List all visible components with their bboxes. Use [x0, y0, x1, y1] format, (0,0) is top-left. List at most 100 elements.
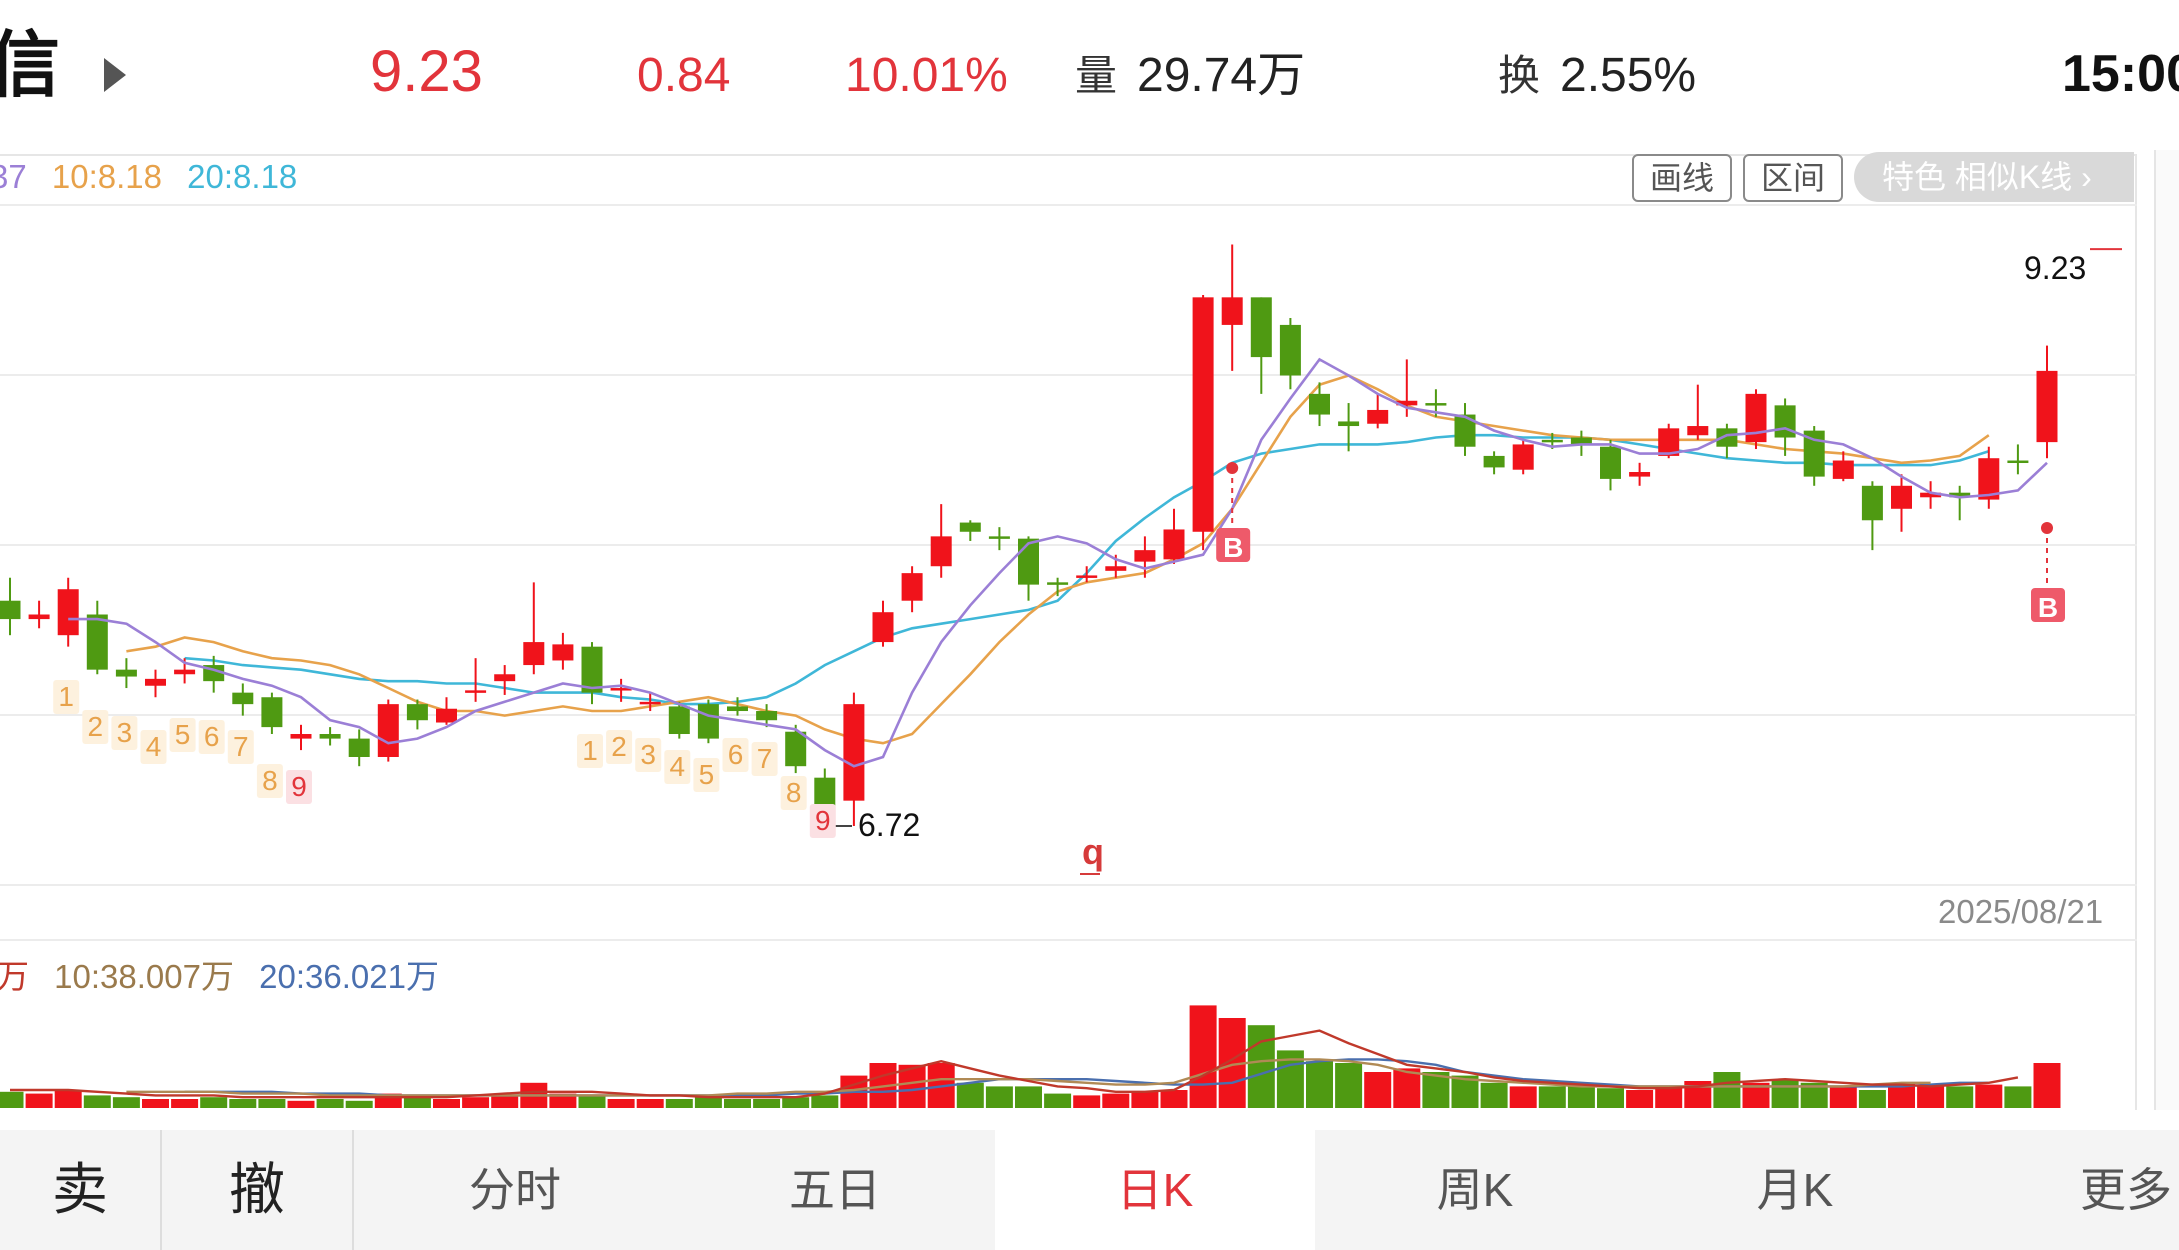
- ma10-legend: 10:8.18: [51, 158, 162, 195]
- candle-body: [1541, 439, 1563, 443]
- seq-badge: [53, 680, 80, 714]
- candle-body: [1600, 446, 1621, 479]
- volume-bar: [724, 1099, 751, 1108]
- seq-badge: [780, 776, 807, 810]
- tab-five-day[interactable]: 五日: [789, 1164, 881, 1216]
- turnover-label: 换: [1498, 52, 1541, 99]
- volume-bar: [1189, 1005, 1217, 1108]
- seq-label: 2: [611, 731, 627, 762]
- tab-weekly-k[interactable]: 周K: [1436, 1164, 1514, 1216]
- similar-kline-button[interactable]: 特色 相似K线 ›: [1854, 152, 2134, 202]
- vma5-line: [10, 1029, 2019, 1099]
- volume-bar: [1073, 1095, 1101, 1108]
- buy-marker-dot: [1226, 462, 1239, 474]
- candle-body: [988, 536, 1010, 539]
- range-button[interactable]: 区间: [1743, 154, 1843, 202]
- volume-bar: [1538, 1086, 1566, 1108]
- seq-label: 5: [175, 719, 191, 750]
- candle-body: [0, 600, 21, 620]
- volume-bar: [1480, 1082, 1508, 1108]
- seq-badge: [256, 764, 283, 798]
- volume-bar: [54, 1090, 82, 1108]
- volume-bar: [1335, 1063, 1363, 1108]
- buy-marker-latest-text: B: [2038, 592, 2058, 623]
- seq-label: 6: [728, 739, 744, 770]
- candle-body: [1629, 472, 1651, 477]
- low-price-label: 6.72: [858, 807, 921, 843]
- volume-bar: [1131, 1091, 1159, 1108]
- volume-bar: [200, 1097, 228, 1108]
- candle-body: [174, 669, 196, 675]
- volume-bar: [1247, 1025, 1275, 1108]
- volume-bar: [1306, 1061, 1333, 1108]
- candle-body: [261, 697, 283, 728]
- volume-bar: [316, 1099, 344, 1108]
- candle-body: [1658, 428, 1680, 456]
- ma-legend: 37 10:8.18 20:8.18: [0, 158, 313, 196]
- draw-line-button[interactable]: 画线: [1632, 154, 1732, 202]
- seq-label: 3: [640, 739, 656, 770]
- volume-bar: [171, 1099, 199, 1108]
- seq-label: 1: [582, 735, 598, 766]
- volume-bar: [1946, 1086, 1974, 1108]
- candle-body: [465, 690, 487, 693]
- volume-bar: [112, 1097, 140, 1108]
- candle-body: [1861, 485, 1883, 521]
- candle-body: [319, 734, 341, 739]
- tab-intraday[interactable]: 分时: [469, 1164, 561, 1216]
- latest-price-label: 9.23: [2024, 250, 2087, 286]
- candle-body: [1018, 538, 1039, 585]
- candle-body: [814, 777, 836, 813]
- seq-label: 1: [58, 681, 74, 712]
- seq-badge: [635, 738, 662, 772]
- volume-bar: [811, 1095, 839, 1108]
- buy-marker-latest-badge: [2031, 588, 2065, 622]
- volume-bar: [258, 1099, 286, 1108]
- vma10-legend: 10:38.007万: [54, 958, 234, 995]
- cancel-order-button[interactable]: 撤: [162, 1130, 354, 1250]
- seq-badge: [227, 730, 254, 764]
- sell-button[interactable]: 卖: [0, 1130, 162, 1250]
- candle-body: [1250, 297, 1272, 358]
- volume-bar: [1597, 1088, 1624, 1108]
- candle-body: [1774, 405, 1796, 438]
- tab-more[interactable]: 更多: [2080, 1164, 2172, 1216]
- seq-badge: [693, 758, 720, 792]
- candle-body: [290, 734, 312, 739]
- tab-monthly-k[interactable]: 月K: [1756, 1164, 1834, 1216]
- candle-body: [1687, 426, 1709, 436]
- candle-body: [639, 701, 661, 705]
- candle-body: [1338, 421, 1360, 427]
- volume-bar: [1917, 1086, 1945, 1108]
- candle-body: [1978, 458, 2000, 500]
- seq-badge: [198, 720, 225, 754]
- seq-label: 8: [262, 765, 278, 796]
- seq-label: 9: [815, 805, 831, 836]
- expand-arrow-icon[interactable]: [104, 58, 126, 92]
- volume-bar: [1626, 1090, 1654, 1108]
- candle-body: [57, 589, 79, 636]
- volume-bar: [549, 1093, 577, 1108]
- volume-bar: [345, 1100, 373, 1108]
- tab-daily-k[interactable]: 日K: [995, 1130, 1315, 1250]
- vma20-legend: 20:36.021万: [259, 958, 439, 995]
- side-panel-edge[interactable]: [2154, 150, 2179, 1110]
- volume-bar: [1858, 1090, 1886, 1108]
- candle-body: [930, 536, 952, 567]
- chart-date-label: 2025/08/21: [1938, 893, 2104, 930]
- buy-marker-latest-dot: [2041, 522, 2053, 534]
- seq-label: 4: [146, 731, 162, 762]
- stock-name[interactable]: 信: [0, 26, 61, 106]
- vma5-legend: 万: [0, 958, 29, 995]
- bottom-nav: 卖 撤 分时 五日 日K 周K 月K 更多: [0, 1130, 2179, 1250]
- seq-label: 9: [291, 771, 307, 802]
- seq-label: 4: [670, 751, 686, 782]
- candle-body: [1076, 575, 1098, 578]
- candle-body: [610, 688, 632, 691]
- price-change-percent: 10.01%: [845, 49, 1008, 102]
- volume-bar: [607, 1099, 635, 1108]
- volume-bar: [491, 1095, 519, 1108]
- price-change: 0.84: [637, 49, 731, 102]
